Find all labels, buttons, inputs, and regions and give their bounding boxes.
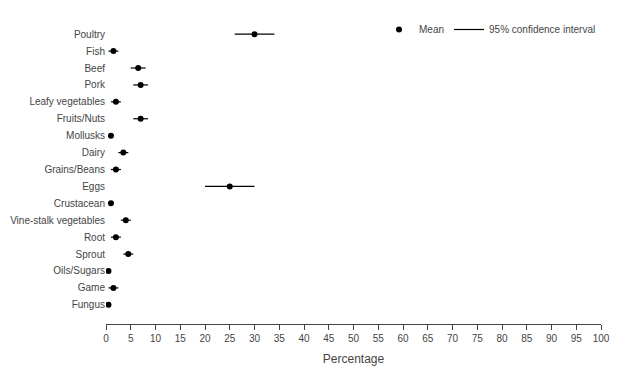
svg-text:Game: Game — [78, 282, 106, 293]
svg-text:35: 35 — [274, 333, 286, 344]
svg-text:85: 85 — [521, 333, 533, 344]
svg-text:90: 90 — [546, 333, 558, 344]
svg-text:10: 10 — [150, 333, 162, 344]
svg-text:Root: Root — [84, 232, 105, 243]
svg-text:100: 100 — [593, 333, 610, 344]
svg-text:95: 95 — [571, 333, 583, 344]
svg-text:40: 40 — [298, 333, 310, 344]
svg-text:Grains/Beans: Grains/Beans — [44, 164, 105, 175]
svg-text:80: 80 — [496, 333, 508, 344]
svg-text:55: 55 — [373, 333, 385, 344]
svg-text:15: 15 — [175, 333, 187, 344]
svg-text:Fungus: Fungus — [72, 299, 105, 310]
svg-text:60: 60 — [397, 333, 409, 344]
svg-text:Dairy: Dairy — [82, 147, 105, 158]
svg-text:65: 65 — [422, 333, 434, 344]
svg-text:30: 30 — [249, 333, 261, 344]
svg-text:Sprout: Sprout — [76, 249, 106, 260]
svg-text:Eggs: Eggs — [82, 181, 105, 192]
svg-text:20: 20 — [199, 333, 211, 344]
svg-text:95% confidence interval: 95% confidence interval — [489, 24, 595, 35]
svg-text:5: 5 — [128, 333, 134, 344]
svg-text:Crustacean: Crustacean — [54, 198, 105, 209]
svg-text:Fruits/Nuts: Fruits/Nuts — [57, 113, 105, 124]
svg-text:45: 45 — [323, 333, 335, 344]
svg-text:75: 75 — [472, 333, 484, 344]
svg-text:Mean: Mean — [419, 24, 444, 35]
svg-text:Mollusks: Mollusks — [66, 130, 105, 141]
svg-text:0: 0 — [103, 333, 109, 344]
svg-text:Fish: Fish — [86, 46, 105, 57]
svg-text:Beef: Beef — [84, 63, 105, 74]
svg-text:Poultry: Poultry — [74, 29, 105, 40]
svg-text:Pork: Pork — [84, 79, 106, 90]
svg-text:50: 50 — [348, 333, 360, 344]
svg-text:Oils/Sugars: Oils/Sugars — [53, 265, 105, 276]
svg-text:25: 25 — [224, 333, 236, 344]
svg-text:70: 70 — [447, 333, 459, 344]
svg-text:Percentage: Percentage — [323, 352, 385, 366]
svg-text:Vine-stalk vegetables: Vine-stalk vegetables — [10, 215, 105, 226]
svg-text:Leafy vegetables: Leafy vegetables — [29, 96, 105, 107]
